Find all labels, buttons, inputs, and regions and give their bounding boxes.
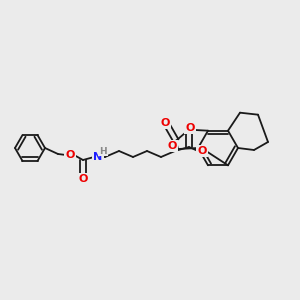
Text: O: O xyxy=(65,150,75,160)
Text: O: O xyxy=(167,141,177,151)
Text: H: H xyxy=(99,146,107,155)
Text: O: O xyxy=(160,118,170,128)
Text: O: O xyxy=(185,123,195,133)
Text: N: N xyxy=(93,152,103,162)
Text: O: O xyxy=(197,146,207,156)
Text: O: O xyxy=(78,174,88,184)
